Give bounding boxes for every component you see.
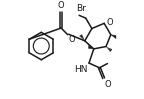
Text: O: O (58, 1, 64, 10)
Polygon shape (89, 46, 94, 49)
Text: Br: Br (76, 4, 86, 13)
Text: O: O (104, 80, 111, 89)
Polygon shape (111, 35, 116, 39)
Text: HN: HN (74, 65, 87, 74)
Text: O: O (68, 35, 75, 44)
Text: O: O (107, 18, 113, 27)
